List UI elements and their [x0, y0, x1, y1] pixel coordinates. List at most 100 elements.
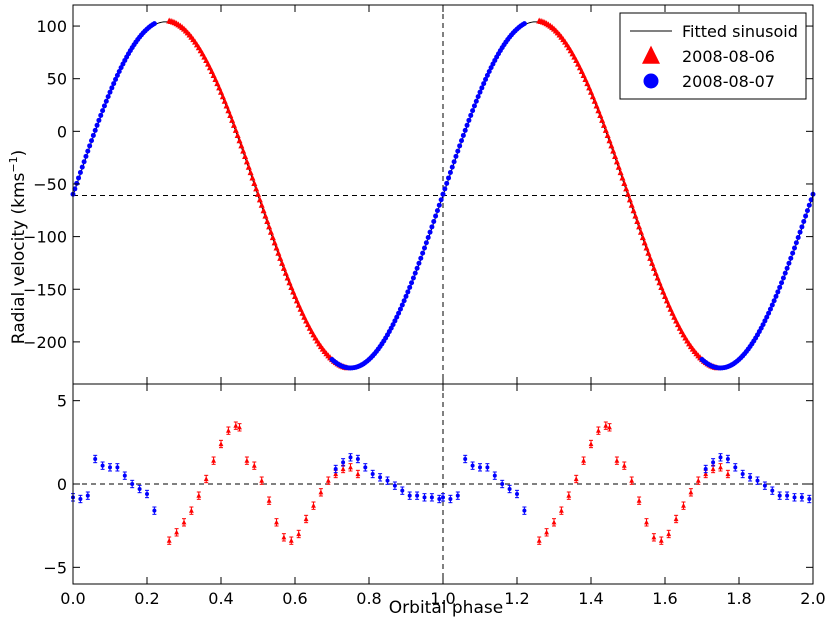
residual-point-2008-08-07: [777, 493, 782, 498]
rv-point-2008-08-07: [414, 265, 420, 271]
rv-point-2008-08-06: [282, 269, 289, 276]
rv-point-2008-08-06: [277, 254, 284, 261]
rv-point-2008-08-06: [279, 259, 286, 266]
bottom-xtick-label: 0.6: [282, 589, 307, 608]
rv-point-2008-08-07: [96, 117, 102, 123]
rv-point-2008-08-06: [615, 163, 622, 170]
residual-point-2008-08-07: [770, 488, 775, 493]
rv-point-2008-08-06: [293, 297, 300, 304]
residual-point-2008-08-06: [233, 422, 239, 428]
residual-point-2008-08-07: [718, 455, 723, 460]
rv-point-2008-08-07: [407, 284, 413, 290]
rv-point-2008-08-06: [297, 305, 304, 312]
residual-point-2008-08-06: [303, 516, 309, 522]
rv-point-2008-08-07: [473, 98, 479, 104]
residual-point-2008-08-07: [355, 457, 360, 461]
residual-point-2008-08-07: [500, 482, 505, 486]
bottom-ytick-label: 5: [57, 392, 67, 411]
x-axis-label: Orbital phase: [389, 598, 503, 618]
rv-point-2008-08-07: [769, 302, 775, 308]
rv-point-2008-08-07: [792, 245, 797, 251]
residual-point-2008-08-06: [244, 457, 250, 463]
residual-point-2008-08-07: [137, 487, 142, 491]
rv-point-2008-08-06: [245, 163, 252, 170]
residual-point-2008-08-07: [799, 495, 804, 500]
rv-point-2008-08-06: [612, 152, 619, 159]
rv-point-2008-08-06: [258, 201, 265, 208]
rv-point-2008-08-06: [619, 174, 626, 181]
rv-point-2008-08-06: [628, 201, 635, 208]
rv-point-2008-08-06: [588, 88, 594, 95]
residual-point-2008-08-07: [407, 493, 412, 498]
rv-point-2008-08-06: [266, 223, 273, 230]
rv-point-2008-08-06: [613, 158, 620, 165]
rv-point-2008-08-06: [665, 301, 672, 308]
legend-triangle-marker: [642, 45, 660, 64]
rv-point-2008-08-07: [85, 148, 91, 154]
rv-point-2008-08-06: [584, 80, 591, 87]
rv-point-2008-08-07: [440, 191, 446, 197]
residual-point-2008-08-07: [333, 467, 338, 471]
rv-point-2008-08-06: [275, 249, 282, 256]
rv-point-2008-08-06: [292, 292, 298, 299]
rv-point-2008-08-06: [652, 269, 659, 276]
rv-point-2008-08-06: [599, 116, 606, 123]
residual-point-2008-08-07: [478, 465, 482, 470]
residual-point-2008-08-07: [455, 493, 460, 498]
rv-point-2008-08-07: [788, 255, 794, 261]
rv-point-2008-08-06: [637, 228, 644, 235]
rv-point-2008-08-07: [77, 170, 83, 176]
residual-point-2008-08-06: [348, 464, 353, 470]
rv-point-2008-08-07: [74, 180, 80, 186]
residual-point-2008-08-06: [288, 537, 294, 543]
rv-point-2008-08-06: [286, 279, 293, 286]
residual-point-2008-08-06: [325, 477, 331, 483]
residual-point-2008-08-07: [152, 508, 157, 513]
rv-point-2008-08-06: [602, 126, 609, 133]
rv-point-2008-08-07: [436, 202, 442, 208]
rv-point-2008-08-07: [81, 159, 87, 165]
rv-point-2008-08-07: [773, 293, 779, 299]
rv-point-2008-08-07: [806, 202, 812, 208]
rv-point-2008-08-06: [214, 80, 221, 87]
residual-point-2008-08-06: [681, 502, 686, 508]
rv-point-2008-08-06: [663, 297, 670, 304]
residual-point-2008-08-06: [718, 464, 723, 470]
residual-point-2008-08-07: [711, 460, 716, 465]
residual-point-2008-08-06: [226, 427, 231, 433]
bottom-xtick-label: 0.0: [60, 589, 85, 608]
residual-point-2008-08-07: [378, 475, 383, 480]
residual-point-2008-08-07: [755, 478, 760, 483]
residual-point-2008-08-06: [181, 519, 187, 525]
rv-point-2008-08-06: [218, 88, 224, 95]
rv-point-2008-08-07: [804, 208, 810, 214]
rv-point-2008-08-06: [242, 152, 249, 159]
rv-point-2008-08-06: [288, 283, 295, 290]
rv-point-2008-08-07: [403, 293, 409, 299]
residual-point-2008-08-06: [629, 477, 635, 483]
residual-point-2008-08-07: [492, 473, 497, 478]
residual-point-2008-08-06: [588, 441, 594, 447]
rv-point-2008-08-07: [427, 229, 433, 235]
rv-point-2008-08-06: [230, 121, 237, 128]
rv-point-2008-08-07: [92, 127, 98, 133]
bottom-xtick-label: 2.0: [800, 589, 825, 608]
rv-point-2008-08-06: [221, 97, 228, 104]
residual-point-2008-08-06: [573, 476, 579, 482]
residual-point-2008-08-06: [596, 427, 601, 433]
residual-point-2008-08-06: [581, 457, 586, 463]
residual-point-2008-08-06: [725, 471, 731, 477]
residual-point-2008-08-07: [703, 467, 708, 471]
top-ytick-label: −100: [23, 228, 67, 247]
rv-point-2008-08-07: [399, 302, 405, 308]
rv-point-2008-08-06: [578, 68, 585, 75]
rv-point-2008-08-06: [212, 75, 219, 83]
residual-point-2008-08-07: [385, 478, 390, 483]
rv-point-2008-08-07: [786, 260, 792, 266]
residual-point-2008-08-07: [762, 483, 767, 488]
rv-point-2008-08-07: [801, 218, 807, 224]
residual-point-2008-08-06: [688, 489, 694, 495]
residual-point-2008-08-06: [703, 471, 709, 477]
residual-point-2008-08-06: [296, 531, 302, 537]
residual-point-2008-08-06: [621, 462, 627, 468]
